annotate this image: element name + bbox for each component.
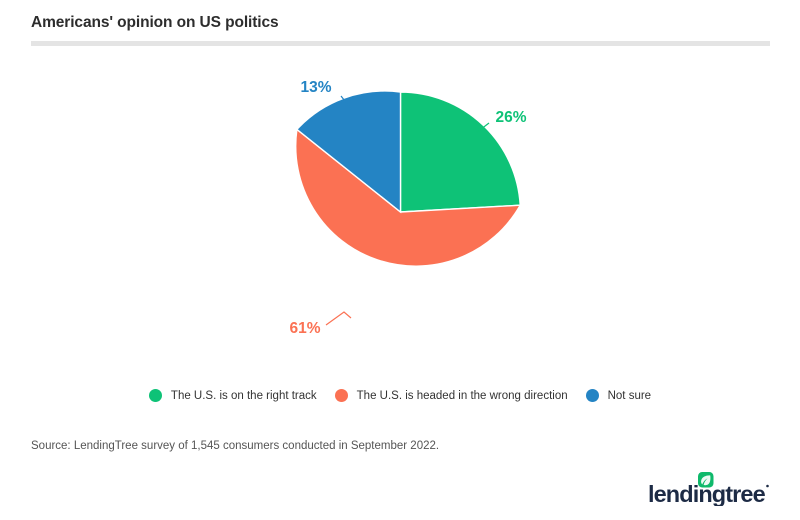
pie-label-right-track: 26% <box>495 109 526 126</box>
leader-line-wrong-direction <box>325 311 352 326</box>
leader-line-right-track <box>475 122 490 134</box>
page-title: Americans' opinion on US politics <box>31 14 279 31</box>
legend-label-wrong-direction: The U.S. is headed in the wrong directio… <box>356 389 568 402</box>
legend-item-not-sure[interactable]: Not sure <box>585 389 652 402</box>
pie-slice-wrong-direction[interactable] <box>295 128 522 267</box>
pie-slice-right-track[interactable] <box>399 91 521 213</box>
source-note: Source: LendingTree survey of 1,545 cons… <box>31 440 440 452</box>
legend-label-not-sure: Not sure <box>607 389 652 402</box>
pie-label-wrong-direction: 61% <box>289 320 320 337</box>
pie-slice-not-sure[interactable] <box>295 90 402 214</box>
legend-item-right-track[interactable]: The U.S. is on the right track <box>148 389 317 402</box>
lendingtree-wordmark: lendingtree <box>648 481 766 506</box>
legend-swatch-orange <box>334 389 348 402</box>
registered-mark <box>766 484 769 488</box>
legend-label-right-track: The U.S. is on the right track <box>170 389 317 402</box>
title-divider <box>31 41 770 46</box>
chart-legend: The U.S. is on the right track The U.S. … <box>0 389 800 402</box>
leader-line-not-sure <box>340 95 353 111</box>
legend-item-wrong-direction[interactable]: The U.S. is headed in the wrong directio… <box>334 389 568 402</box>
legend-swatch-green <box>148 389 162 402</box>
legend-swatch-blue <box>585 389 599 402</box>
lendingtree-logo-svg: lendingtree <box>648 472 769 506</box>
pie-label-not-sure: 13% <box>300 79 331 96</box>
leaf-icon <box>698 472 714 488</box>
lendingtree-logo[interactable]: lendingtree <box>648 472 772 506</box>
